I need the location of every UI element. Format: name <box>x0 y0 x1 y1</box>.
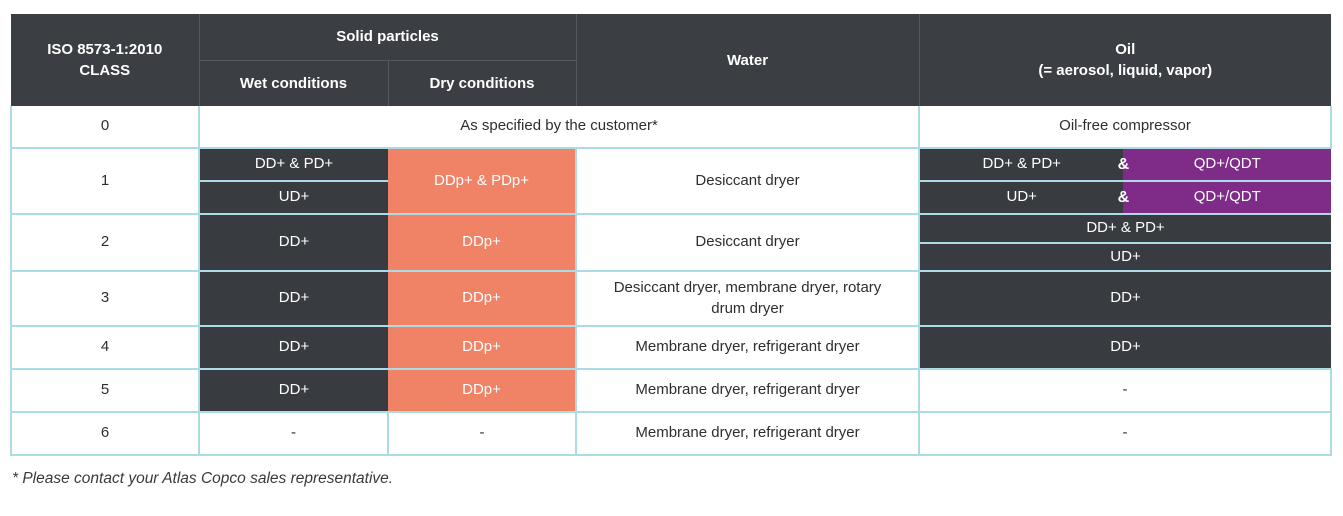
row-class-1-top: 1 DD+ & PD+ DDp+ & PDp+ Desiccant dryer … <box>10 147 1332 215</box>
cell-dry-6: - <box>386 411 578 456</box>
header-iso-class-line1: ISO 8573-1:2010 <box>47 41 163 58</box>
oil-split-top-joiner: & <box>1117 155 1130 173</box>
cell-wet-1-bottom: UD+ <box>199 180 388 215</box>
cell-oil-2-bottom: UD+ <box>919 242 1332 272</box>
cell-oil-1-top: DD+ & PD+ QD+/QDT & <box>919 147 1332 182</box>
cell-oil-4: DD+ <box>919 325 1332 370</box>
cell-water-1: Desiccant dryer <box>575 147 921 215</box>
cell-wet-3: DD+ <box>199 270 388 327</box>
oil-split-bottom-joiner: & <box>1117 188 1130 206</box>
cell-class-1: 1 <box>10 147 200 215</box>
table-body: 0 As specified by the customer* Oil-free… <box>10 106 1333 456</box>
row-class-0: 0 As specified by the customer* Oil-free… <box>10 106 1333 149</box>
cell-water-4: Membrane dryer, refrigerant dryer <box>575 325 921 370</box>
cell-oil-3: DD+ <box>919 270 1332 327</box>
footnote: * Please contact your Atlas Copco sales … <box>12 470 394 487</box>
header-oil-line1: Oil <box>1115 41 1136 58</box>
header-iso-class: ISO 8573-1:2010 CLASS <box>11 14 200 106</box>
header-oil-line2: (= aerosol, liquid, vapor) <box>1038 62 1213 79</box>
cell-wet-5: DD+ <box>199 368 388 413</box>
cell-class-3: 3 <box>10 270 200 327</box>
cell-dry-2: DDp+ <box>388 213 577 272</box>
header-oil: Oil (= aerosol, liquid, vapor) <box>918 14 1332 106</box>
oil-split-top-purple: QD+/QDT <box>1123 149 1332 180</box>
row-class-5: 5 DD+ DDp+ Membrane dryer, refrigerant d… <box>10 368 1333 413</box>
oil-split-bottom-purple: QD+/QDT <box>1123 182 1332 213</box>
iso-8573-class-table: ISO 8573-1:2010 CLASS Solid particles Wa… <box>10 14 1333 456</box>
header-water: Water <box>575 14 920 106</box>
cell-dry-4: DDp+ <box>388 325 577 370</box>
cell-class-2: 2 <box>10 213 200 272</box>
header-solid-particles: Solid particles <box>198 14 577 60</box>
cell-oil-1-bottom: UD+ QD+/QDT & <box>919 180 1332 215</box>
cell-wet-4: DD+ <box>199 325 388 370</box>
header-wet-conditions: Wet conditions <box>198 59 389 106</box>
cell-water-3: Desiccant dryer, membrane dryer, rotary … <box>575 270 921 327</box>
cell-dry-3: DDp+ <box>388 270 577 327</box>
cell-oil-5: - <box>918 368 1333 413</box>
row-class-3: 3 DD+ DDp+ Desiccant dryer, membrane dry… <box>10 270 1332 327</box>
cell-water-5: Membrane dryer, refrigerant dryer <box>575 368 921 413</box>
cell-oil-6: - <box>918 411 1333 456</box>
cell-spec-customer: As specified by the customer* <box>197 106 921 149</box>
cell-wet-2: DD+ <box>199 213 388 272</box>
cell-water-6: Membrane dryer, refrigerant dryer <box>575 411 921 456</box>
cell-oil-0: Oil-free compressor <box>918 106 1333 149</box>
header-iso-class-line2: CLASS <box>79 62 131 79</box>
row-class-2-top: 2 DD+ DDp+ Desiccant dryer DD+ & PD+ <box>10 213 1332 272</box>
cell-class-5: 5 <box>10 368 200 413</box>
table-header: ISO 8573-1:2010 CLASS Solid particles Wa… <box>11 14 1332 106</box>
oil-split-top-dark: DD+ & PD+ <box>920 149 1124 180</box>
cell-class-0: 0 <box>10 106 200 149</box>
cell-dry-1: DDp+ & PDp+ <box>388 147 577 215</box>
row-class-4: 4 DD+ DDp+ Membrane dryer, refrigerant d… <box>10 325 1332 370</box>
oil-split-bottom: UD+ QD+/QDT & <box>920 182 1332 213</box>
cell-oil-2-top: DD+ & PD+ <box>919 213 1332 244</box>
cell-class-4: 4 <box>10 325 200 370</box>
cell-wet-1-top: DD+ & PD+ <box>199 147 388 182</box>
oil-split-top: DD+ & PD+ QD+/QDT & <box>920 149 1332 180</box>
cell-class-6: 6 <box>10 411 200 456</box>
header-dry-conditions: Dry conditions <box>387 59 577 106</box>
oil-split-bottom-dark: UD+ <box>920 182 1124 213</box>
cell-wet-6: - <box>198 411 389 456</box>
row-class-6: 6 - - Membrane dryer, refrigerant dryer … <box>10 411 1333 456</box>
row-class-1-bottom: UD+ UD+ QD+/QDT & <box>11 180 1332 215</box>
cell-dry-5: DDp+ <box>388 368 577 413</box>
row-class-2-bottom: UD+ <box>11 242 1332 272</box>
iso-class-table-section: ISO 8573-1:2010 CLASS Solid particles Wa… <box>10 14 1333 456</box>
cell-water-2: Desiccant dryer <box>575 213 921 272</box>
